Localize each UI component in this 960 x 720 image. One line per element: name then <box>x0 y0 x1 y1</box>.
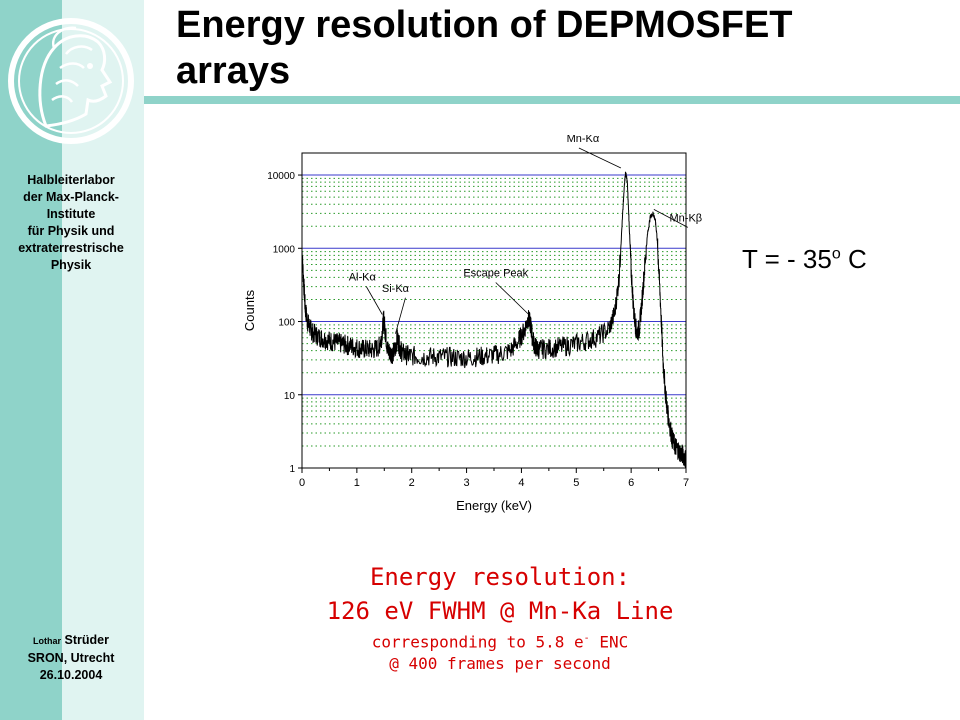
slide-title-line-1: Energy resolution of DEPMOSFET <box>176 4 793 46</box>
author-location: SRON, Utrecht <box>27 651 115 665</box>
y-tick-label: 100 <box>278 318 295 329</box>
y-tick-label: 10 <box>284 391 296 402</box>
resolution-frame-rate: @ 400 frames per second <box>389 654 611 674</box>
peak-annotation: Mn-Kβ <box>670 212 703 224</box>
peak-annotation: Si-Kα <box>382 283 410 295</box>
spectrum-line <box>301 171 687 469</box>
institute-line: für Physik und <box>27 224 115 238</box>
annotation-arrow <box>653 208 689 228</box>
institute-line: der Max-Planck- <box>23 190 119 204</box>
y-tick-label: 10000 <box>267 171 295 182</box>
slide-title-line-2: arrays <box>176 50 291 92</box>
x-tick-label: 2 <box>409 477 415 489</box>
resolution-enc: corresponding to 5.8 e- ENC <box>250 628 750 653</box>
author-name: Lothar Strüder <box>0 632 142 650</box>
author-block: Lothar Strüder SRON, Utrecht 26.10.2004 <box>0 632 142 684</box>
annotation-arrow <box>495 282 530 315</box>
resolution-enc-post: ENC <box>589 632 629 652</box>
y-tick-label: 1 <box>289 464 295 475</box>
institute-line: Halbleiterlabor <box>27 173 115 187</box>
author-last-name: Strüder <box>64 633 109 647</box>
x-tick-label: 5 <box>573 477 579 489</box>
temperature-degree: o <box>831 245 841 263</box>
x-tick-label: 4 <box>518 477 524 489</box>
temperature-label: T = - 35o C <box>742 244 867 275</box>
institute-line: extraterrestrische <box>18 241 124 255</box>
resolution-enc-sup: - <box>583 633 590 644</box>
x-tick-label: 3 <box>464 477 470 489</box>
slide-title: Energy resolution of DEPMOSFET arrays <box>176 2 936 94</box>
resolution-heading: Energy resolution: <box>369 563 631 591</box>
x-tick-label: 7 <box>683 477 689 489</box>
x-tick-label: 1 <box>354 477 360 489</box>
y-tick-label: 1000 <box>273 244 296 255</box>
title-rule <box>144 96 960 104</box>
resolution-enc-pre: corresponding to 5.8 e <box>371 632 584 652</box>
plot-frame <box>301 152 687 469</box>
y-axis-label: Counts <box>242 289 257 331</box>
institute-name: Halbleiterlabor der Max-Planck- Institut… <box>0 172 142 274</box>
x-tick-label: 0 <box>299 477 305 489</box>
annotation-arrow <box>578 147 622 169</box>
institute-line: Institute <box>46 207 96 221</box>
annotation-arrow <box>395 297 406 334</box>
minerva-logo-icon <box>8 18 134 144</box>
temperature-suffix: C <box>840 244 867 274</box>
peak-annotation: Al-Kα <box>349 271 377 283</box>
author-first-name: Lothar <box>33 636 62 646</box>
institute-line: Physik <box>50 258 92 272</box>
resolution-value: 126 eV FWHM @ Mn-Ka Line <box>326 597 674 625</box>
sidebar-outer-band <box>0 0 62 720</box>
peak-annotation: Escape Peak <box>463 267 528 279</box>
x-axis-label: Energy (keV) <box>456 498 532 513</box>
peak-annotation: Mn-Kα <box>567 135 600 145</box>
temperature-prefix: T = - 35 <box>742 244 832 274</box>
resolution-caption: Energy resolution: 126 eV FWHM @ Mn-Ka L… <box>250 560 750 675</box>
x-tick-label: 6 <box>628 477 634 489</box>
author-date: 26.10.2004 <box>39 668 103 682</box>
annotation-arrow <box>365 286 383 315</box>
